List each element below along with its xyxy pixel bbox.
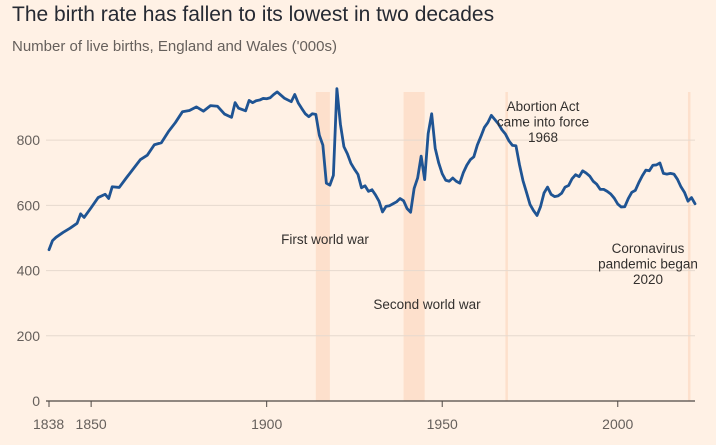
chart-subtitle: Number of live births, England and Wales… [12,38,337,55]
y-tick-label: 800 [17,132,41,148]
y-tick-label: 600 [17,197,41,213]
annotation-second-world-war: Second world war [373,297,481,312]
x-tick-label: 1838 [33,416,64,432]
x-tick-label: 1900 [251,416,282,432]
shaded-period-coronavirus-pandemic [687,92,691,401]
y-tick-label: 0 [32,393,40,409]
x-axis-ticks: 1838 1850 1900 1950 2000 [33,401,634,432]
gridlines [46,139,695,402]
series-line-births [47,87,697,252]
x-tick-label: 2000 [602,416,633,432]
series-layer [47,87,697,252]
annotation-coronavirus-pandemic: Coronavirus pandemic began 2020 [598,241,698,287]
y-tick-label: 200 [17,328,41,344]
annotations: First world war Second world war Abortion … [281,99,698,312]
annotation-abortion-act: Abortion Act came into force 1968 [497,99,589,145]
chart-title: The birth rate has fallen to its lowest … [12,3,495,26]
x-tick-label: 1950 [427,416,458,432]
y-tick-label: 400 [17,263,41,279]
x-tick-label: 1850 [76,416,107,432]
annotation-first-world-war: First world war [281,232,369,247]
shaded-period-abortion-act [505,92,508,401]
y-axis-ticks: 0 200 400 600 800 [17,132,41,409]
shaded-period-second-world-war [403,92,425,401]
